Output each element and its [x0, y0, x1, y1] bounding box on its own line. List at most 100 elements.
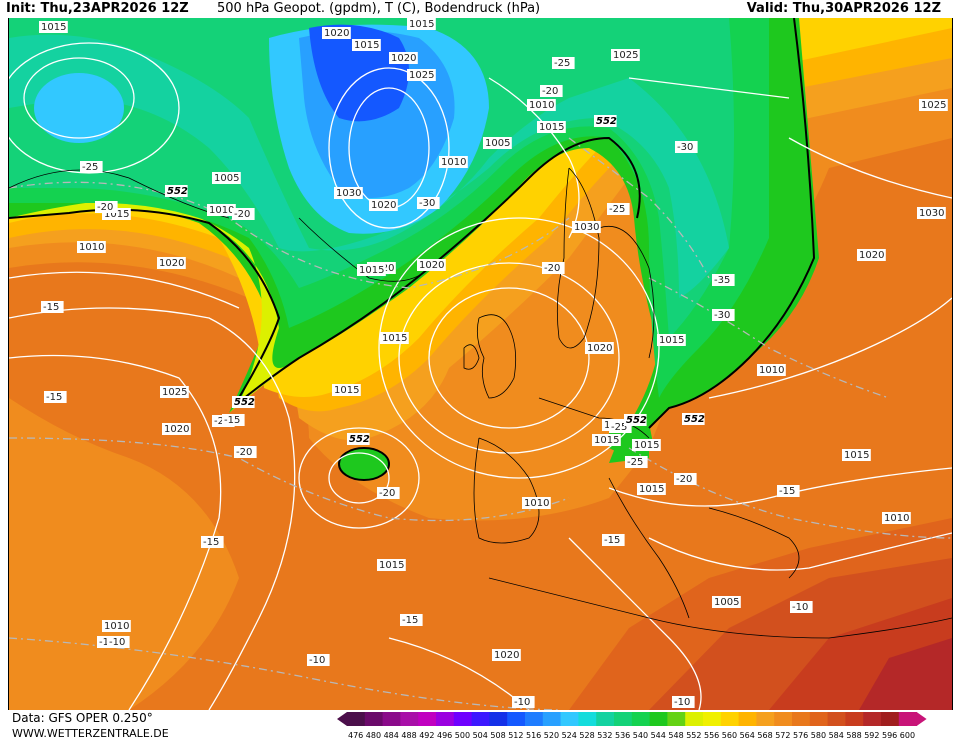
legend-value: 484: [384, 731, 399, 740]
legend-value: 512: [508, 731, 523, 740]
temperature-label-bg: [80, 161, 103, 173]
pressure-label-bg: [637, 483, 666, 495]
map-header: Init: Thu,23APR2026 12Z 500 hPa Geopot. …: [0, 0, 959, 18]
pressure-label: 1015: [354, 40, 379, 51]
temperature-label: -15: [402, 615, 418, 626]
legend-swatch: [863, 712, 882, 726]
pressure-label-bg: [919, 99, 948, 111]
temperature-label: -20: [542, 86, 558, 97]
temperature-label: -10: [309, 655, 325, 666]
legend-swatch: [400, 712, 419, 726]
legend-value: 596: [882, 731, 897, 740]
legend-value: 488: [401, 731, 416, 740]
temperature-label-bg: [44, 391, 67, 403]
band-540: [9, 34, 729, 299]
pressure-label-bg: [407, 18, 436, 30]
geopotential-label: 552: [684, 414, 705, 425]
temperature-label-bg: [400, 614, 423, 626]
temperature-label-bg: [417, 197, 440, 209]
band-572-sw: [9, 398, 239, 710]
legend-value: 552: [686, 731, 701, 740]
legend-value: 548: [668, 731, 683, 740]
pressure-label: 1010: [209, 205, 234, 216]
temperature-label: -15: [203, 537, 219, 548]
legend-value: 476: [348, 731, 363, 740]
pressure-label-bg: [857, 249, 886, 261]
legend-swatch: [703, 712, 722, 726]
temperature-label: -15: [224, 415, 240, 426]
pressure-label-bg: [212, 172, 241, 184]
geopotential-label: 552: [596, 116, 617, 127]
legend-value: 588: [846, 731, 861, 740]
pressure-label: 1020: [371, 200, 396, 211]
legend-value: 480: [366, 731, 381, 740]
legend-value: 560: [722, 731, 737, 740]
temperature-label-bg: [625, 456, 648, 468]
cutoff-low: [338, 447, 390, 481]
band-532-west: [34, 73, 124, 143]
geopotential-label: 552: [167, 186, 188, 197]
temperature-label-bg: [232, 208, 255, 220]
legend-value: 520: [544, 731, 559, 740]
pressure-label: 1005: [214, 173, 239, 184]
pressure-label-bg: [380, 332, 409, 344]
map-title: 500 hPa Geopot. (gpdm), T (C), Bodendruc…: [217, 1, 541, 16]
temperature-label: -10: [792, 602, 808, 613]
temperature-label: -20: [544, 263, 560, 274]
legend-swatch: [578, 712, 597, 726]
geopotential-label-bg: [682, 413, 705, 425]
temperature-label: -25: [611, 422, 627, 433]
legend-value: 496: [437, 731, 452, 740]
legend-swatch: [738, 712, 757, 726]
temperature-label: -35: [714, 275, 730, 286]
pressure-label: 1020: [324, 28, 349, 39]
temperature-label: -15: [46, 392, 62, 403]
pressure-label: 1020: [164, 424, 189, 435]
temperature-label-bg: [201, 536, 224, 548]
legend-value: 572: [775, 731, 790, 740]
temperature-label: -15: [779, 486, 795, 497]
temperature-label: -30: [419, 198, 435, 209]
band-592: [859, 638, 952, 710]
temperature-label: -25: [554, 58, 570, 69]
pressure-label: 1020: [419, 260, 444, 271]
legend-value: 532: [597, 731, 612, 740]
pressure-label-bg: [611, 49, 640, 61]
pressure-label: 1010: [441, 157, 466, 168]
legend-swatch: [614, 712, 633, 726]
pressure-label: 1020: [587, 343, 612, 354]
pressure-label-layer: 1015 1015 1015 1020 1025 1010 1005 1025 1010 1015…: [39, 18, 948, 708]
pressure-label: 1010: [884, 513, 909, 524]
legend-swatch: [347, 712, 366, 726]
pressure-label: 1020: [494, 650, 519, 661]
geopotential-label: 552: [349, 434, 370, 445]
pressure-label: 1015: [639, 484, 664, 495]
pressure-label-bg: [332, 384, 361, 396]
geopotential-label: 552: [626, 415, 647, 426]
legend-value: 556: [704, 731, 719, 740]
pressure-label-bg: [389, 52, 418, 64]
legend-swatch: [809, 712, 829, 726]
pressure-label-bg: [334, 187, 363, 199]
legend-swatch: [382, 712, 401, 726]
init-time: Init: Thu,23APR2026 12Z: [6, 1, 189, 16]
legend-value: 524: [562, 731, 577, 740]
geopotential-label-bg: [347, 433, 370, 445]
temperature-label: -20: [97, 202, 113, 213]
legend-value: 536: [615, 731, 630, 740]
legend-swatch: [471, 712, 490, 726]
legend-value: 544: [651, 731, 666, 740]
legend-value: 504: [473, 731, 488, 740]
temperature-label-bg: [107, 636, 130, 648]
legend-value: 592: [864, 731, 879, 740]
pressure-label: 1015: [634, 440, 659, 451]
map-footer: Data: GFS OPER 0.250° WWW.WETTERZENTRALE…: [0, 710, 959, 741]
legend-swatch: [792, 712, 811, 726]
temperature-label: -20: [676, 474, 692, 485]
temperature-label: -10: [514, 697, 530, 708]
legend-swatch: [827, 712, 846, 726]
pressure-label: 1020: [859, 250, 884, 261]
temperature-label-bg: [790, 601, 813, 613]
pressure-label-bg: [483, 137, 512, 149]
legend-value: 584: [829, 731, 844, 740]
